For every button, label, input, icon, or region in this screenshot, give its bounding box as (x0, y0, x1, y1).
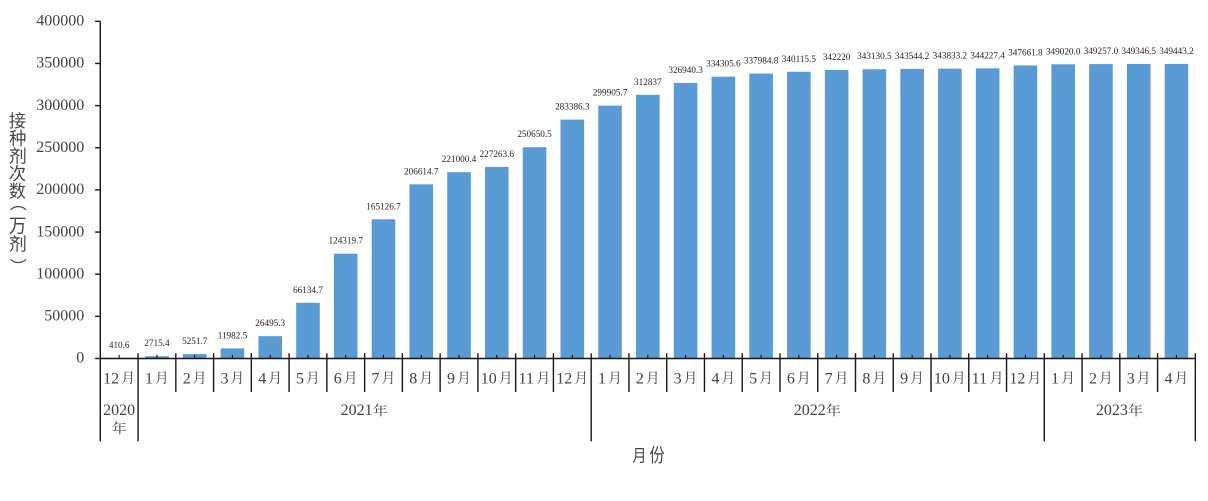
svg-text:326940.3: 326940.3 (668, 65, 703, 75)
svg-text:1: 1 (598, 371, 606, 388)
svg-text:344227.4: 344227.4 (970, 50, 1005, 60)
svg-text:124319.7: 124319.7 (329, 236, 364, 246)
svg-text:343130.5: 343130.5 (857, 51, 892, 61)
svg-text:221000.4: 221000.4 (442, 154, 477, 164)
svg-text:4: 4 (711, 371, 719, 388)
svg-text:200000: 200000 (36, 181, 84, 198)
svg-text:334305.6: 334305.6 (706, 59, 741, 69)
svg-text:9: 9 (900, 371, 908, 388)
svg-text:2: 2 (636, 371, 644, 388)
svg-text:1: 1 (1051, 371, 1059, 388)
svg-text:347661.8: 347661.8 (1008, 47, 1043, 57)
svg-text:250000: 250000 (36, 139, 84, 156)
svg-text:6: 6 (334, 371, 342, 388)
svg-text:1: 1 (145, 371, 153, 388)
svg-text:8: 8 (862, 371, 870, 388)
svg-text:165126.7: 165126.7 (366, 201, 401, 211)
svg-text:6: 6 (787, 371, 795, 388)
svg-text:5: 5 (296, 371, 304, 388)
svg-text:11: 11 (519, 371, 534, 388)
svg-text:11982.5: 11982.5 (218, 330, 248, 340)
svg-text:26495.3: 26495.3 (255, 318, 285, 328)
svg-text:250650.5: 250650.5 (517, 129, 552, 139)
svg-text:2021: 2021 (341, 402, 373, 419)
svg-text:343544.2: 343544.2 (895, 51, 930, 61)
svg-text:50000: 50000 (44, 308, 84, 325)
svg-text:3: 3 (1127, 371, 1135, 388)
svg-text:349020.0: 349020.0 (1046, 46, 1081, 56)
svg-text:299905.7: 299905.7 (593, 88, 628, 98)
svg-text:2020: 2020 (103, 402, 135, 419)
svg-text:400000: 400000 (36, 13, 84, 30)
svg-text:3: 3 (674, 371, 682, 388)
svg-text:337984.8: 337984.8 (744, 56, 779, 66)
svg-text:2: 2 (183, 371, 191, 388)
svg-text:0: 0 (76, 350, 84, 367)
svg-text:343833.2: 343833.2 (933, 51, 968, 61)
svg-text:7: 7 (372, 371, 380, 388)
svg-text:312837: 312837 (634, 77, 662, 87)
svg-text:349257.0: 349257.0 (1084, 46, 1119, 56)
svg-text:206614.7: 206614.7 (404, 166, 439, 176)
svg-text:12: 12 (556, 371, 572, 388)
svg-text:2022: 2022 (794, 402, 826, 419)
svg-text:300000: 300000 (36, 97, 84, 114)
svg-text:150000: 150000 (36, 223, 84, 240)
svg-text:8: 8 (409, 371, 417, 388)
svg-text:349443.2: 349443.2 (1159, 46, 1194, 56)
svg-text:10: 10 (481, 371, 497, 388)
svg-text:2: 2 (1089, 371, 1097, 388)
svg-text:283386.3: 283386.3 (555, 102, 590, 112)
svg-text:5251.7: 5251.7 (182, 336, 208, 346)
svg-text:350000: 350000 (36, 55, 84, 72)
svg-text:3: 3 (220, 371, 228, 388)
svg-text:227263.6: 227263.6 (480, 149, 515, 159)
svg-text:2715.4: 2715.4 (144, 338, 170, 348)
svg-text:5: 5 (749, 371, 757, 388)
svg-text:4: 4 (1164, 371, 1172, 388)
svg-text:66134.7: 66134.7 (293, 285, 323, 295)
svg-text:12: 12 (103, 371, 119, 388)
svg-text:12: 12 (1009, 371, 1025, 388)
svg-text:11: 11 (972, 371, 987, 388)
svg-text:2023: 2023 (1096, 402, 1128, 419)
svg-text:10: 10 (934, 371, 950, 388)
svg-text:349346.5: 349346.5 (1121, 46, 1156, 56)
svg-text:4: 4 (258, 371, 266, 388)
svg-text:410.6: 410.6 (109, 340, 130, 350)
svg-text:100000: 100000 (36, 265, 84, 282)
svg-text:340115.5: 340115.5 (782, 54, 817, 64)
svg-text:342220: 342220 (823, 52, 851, 62)
svg-text:7: 7 (825, 371, 833, 388)
svg-text:9: 9 (447, 371, 455, 388)
